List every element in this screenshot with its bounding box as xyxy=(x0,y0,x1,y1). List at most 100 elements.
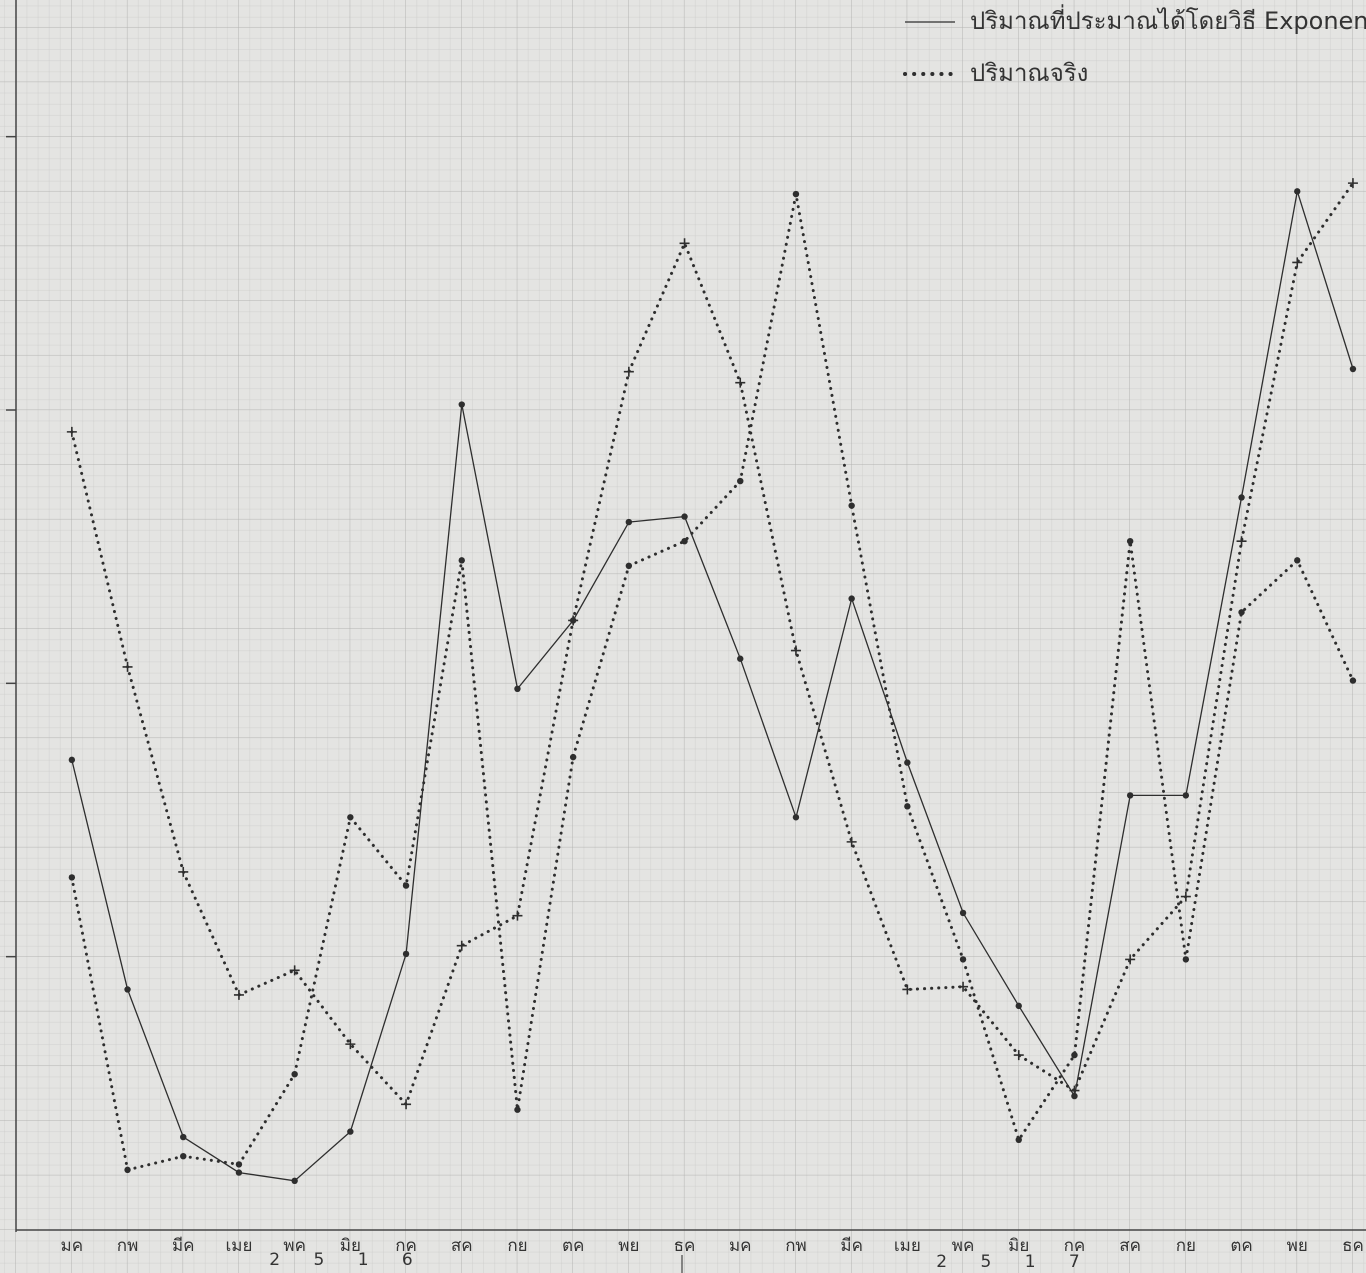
point xyxy=(402,882,410,889)
point xyxy=(848,595,855,602)
point xyxy=(681,513,688,520)
point xyxy=(904,759,911,766)
x-tick-label: มิย xyxy=(1008,1236,1029,1256)
x-tick-label: ตค xyxy=(1230,1236,1252,1256)
point xyxy=(458,557,465,564)
point xyxy=(514,685,521,692)
x-tick-label: มค xyxy=(729,1236,752,1256)
point xyxy=(180,1133,187,1141)
point xyxy=(1182,792,1190,799)
cross-marker xyxy=(1292,257,1303,268)
cross-marker xyxy=(1013,1050,1024,1061)
point xyxy=(1015,1002,1022,1010)
cross-marker xyxy=(289,965,300,976)
x-tick-label: ธค xyxy=(1342,1236,1364,1256)
cross-marker xyxy=(1069,1085,1080,1096)
point xyxy=(569,753,577,761)
cross-marker xyxy=(735,377,746,388)
point xyxy=(959,956,967,963)
point xyxy=(1294,188,1301,195)
x-tick-label: เมย xyxy=(225,1236,252,1256)
cross-marker xyxy=(902,984,913,995)
point xyxy=(402,950,410,958)
legend-label: ปริมาณที่ประมาณได้โดยวิธี Exponential xyxy=(970,4,1366,35)
point xyxy=(1071,1051,1078,1059)
point xyxy=(904,803,911,810)
point xyxy=(291,1071,298,1078)
point xyxy=(347,814,354,821)
cross-marker xyxy=(345,1039,356,1050)
point xyxy=(235,1161,243,1168)
point xyxy=(1071,1092,1078,1100)
cross-marker xyxy=(1347,178,1358,189)
cross-marker xyxy=(623,366,634,377)
point xyxy=(458,401,465,408)
cross-marker xyxy=(958,981,969,992)
x-tick-label: ธค xyxy=(674,1236,696,1256)
point xyxy=(291,1177,298,1185)
cross-marker xyxy=(122,661,133,672)
point xyxy=(180,1153,187,1160)
point xyxy=(514,1106,521,1113)
point xyxy=(68,874,76,881)
x-tick-label: มิย xyxy=(340,1236,361,1256)
x-tick-label: มีค xyxy=(840,1236,863,1256)
cross-marker xyxy=(568,615,579,626)
cross-marker xyxy=(178,866,189,877)
point xyxy=(68,756,76,764)
point xyxy=(347,1128,354,1135)
cross-marker xyxy=(1180,891,1191,902)
x-tick-label: พย xyxy=(618,1236,639,1256)
point xyxy=(1294,557,1301,564)
point xyxy=(1182,956,1190,963)
point xyxy=(1126,792,1134,799)
x-tick-label: พค xyxy=(952,1236,975,1256)
cross-marker xyxy=(790,645,801,656)
point xyxy=(737,477,744,485)
x-tick-label: มค xyxy=(61,1236,84,1256)
point xyxy=(959,909,967,917)
cross-marker xyxy=(846,836,857,847)
x-tick-label: มีค xyxy=(172,1236,195,1256)
x-tick-label: เมย xyxy=(894,1236,921,1256)
point xyxy=(124,986,131,993)
series-line xyxy=(71,191,1354,1182)
x-tick-label: ตค xyxy=(562,1236,584,1256)
x-tick-label: สค xyxy=(451,1236,473,1256)
point xyxy=(1349,365,1357,373)
x-tick-label: กค xyxy=(395,1236,417,1256)
x-tick-label: พค xyxy=(283,1236,306,1256)
point xyxy=(1126,538,1134,545)
point xyxy=(1349,677,1357,684)
point xyxy=(1238,494,1245,501)
year-label: 2 5 1 6 xyxy=(269,1250,426,1270)
x-tick-label: กย xyxy=(1176,1236,1196,1256)
cross-marker xyxy=(1236,536,1247,547)
point xyxy=(625,518,633,526)
point xyxy=(235,1169,243,1176)
x-tick-label: กพ xyxy=(117,1236,139,1256)
point xyxy=(124,1166,131,1174)
x-tick-label: กค xyxy=(1064,1236,1086,1256)
cross-marker xyxy=(66,426,77,437)
cross-marker xyxy=(512,910,523,921)
series-line xyxy=(70,181,1355,1108)
cross-marker xyxy=(456,940,467,951)
cross-marker xyxy=(401,1099,412,1110)
point xyxy=(792,814,800,821)
point xyxy=(1015,1136,1022,1144)
x-tick-label: สค xyxy=(1119,1236,1141,1256)
legend-label: ปริมาณจริง xyxy=(970,59,1088,87)
cross-marker xyxy=(679,238,690,249)
point xyxy=(625,562,633,569)
point xyxy=(848,502,855,509)
x-tick-label: กย xyxy=(507,1236,527,1256)
x-tick-label: พย xyxy=(1287,1236,1308,1256)
point xyxy=(792,190,800,198)
point xyxy=(1238,609,1245,616)
point xyxy=(737,655,744,662)
x-tick-label: กพ xyxy=(785,1236,807,1256)
